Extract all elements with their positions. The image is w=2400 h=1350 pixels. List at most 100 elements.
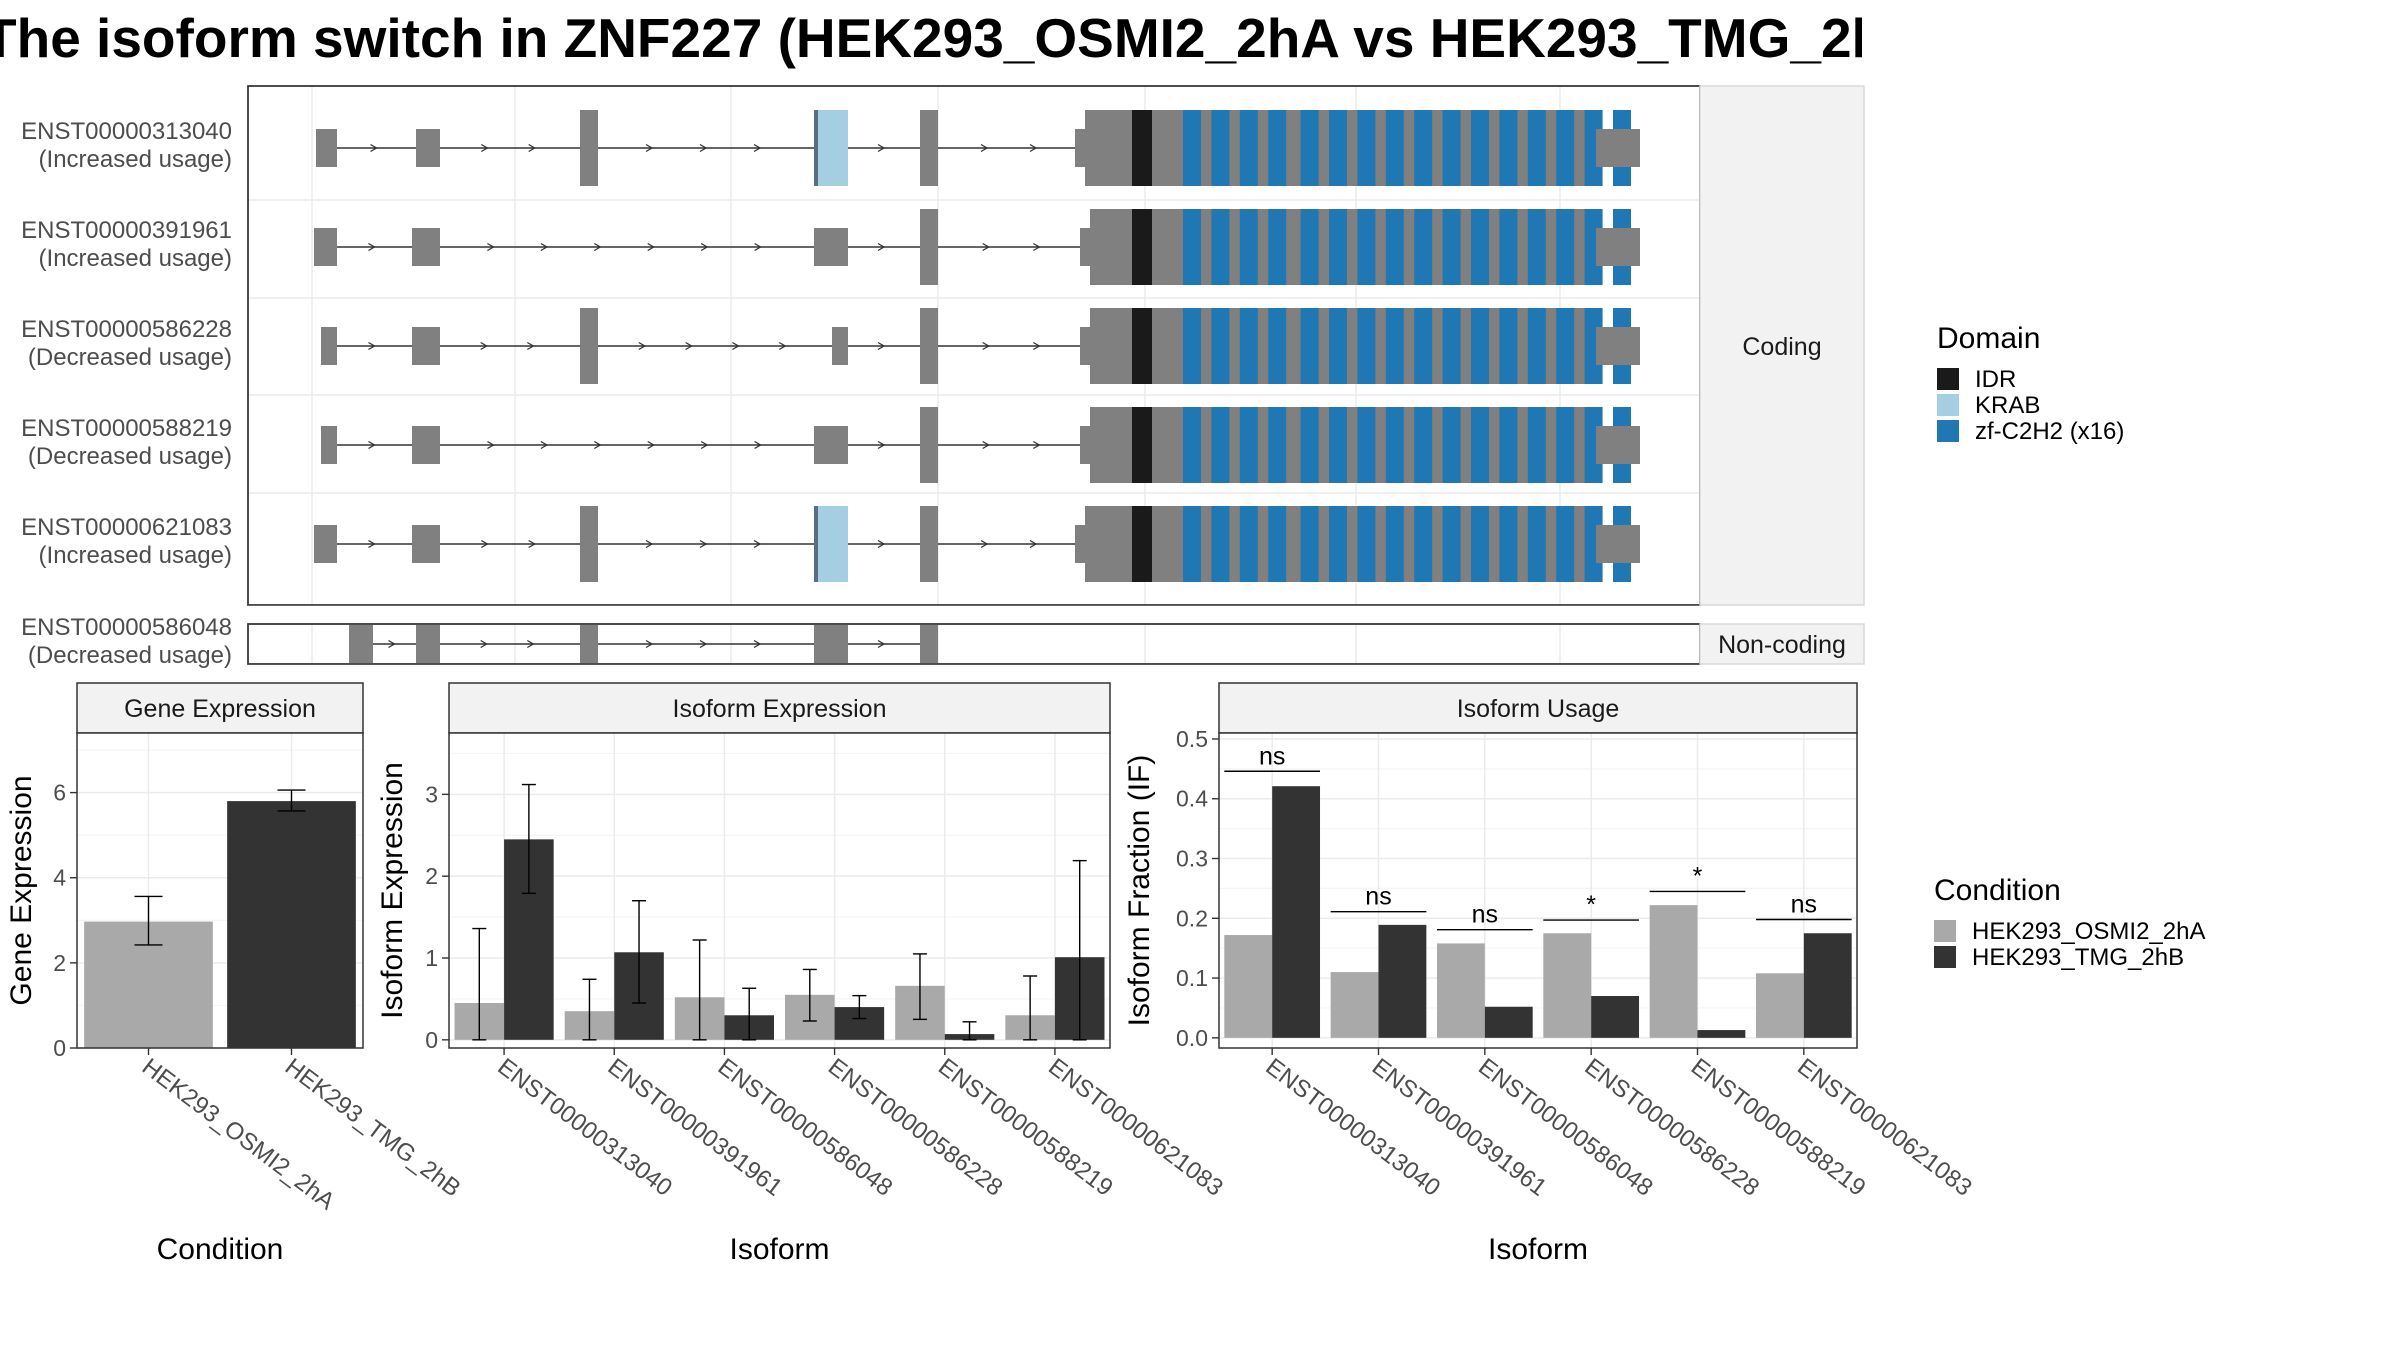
zf-c2h2-domain: [1442, 407, 1461, 483]
zf-c2h2-domain: [1268, 209, 1287, 285]
intron-arrow: [647, 440, 656, 450]
intron-arrow: [645, 143, 654, 153]
panel-gap: [248, 664, 1700, 677]
intron-arrow: [368, 242, 376, 252]
condition-legend-title: Condition: [1934, 874, 2061, 907]
transcript-status-label: (Increased usage): [39, 245, 232, 272]
zf-c2h2-domain: [1211, 110, 1230, 186]
zf-c2h2-domain: [1300, 308, 1319, 384]
intron-arrow: [370, 143, 378, 153]
intron-arrow: [593, 440, 602, 450]
zf-c2h2-domain: [1414, 209, 1433, 285]
bar-ENST00000586048-HEK293_OSMI2_2hA: [1436, 943, 1485, 1038]
intron-arrow: [1029, 143, 1038, 153]
exon-block: [412, 327, 440, 365]
zf-c2h2-domain: [1471, 209, 1489, 285]
figure-title: The isoform switch in ZNF227 (HEK293_OSM…: [0, 6, 1862, 76]
significance-label: *: [1693, 862, 1703, 890]
krab-edge: [814, 110, 818, 186]
exon-block: [832, 327, 848, 365]
domain-legend-key: [1937, 394, 1959, 416]
bar-ENST00000588219-HEK293_OSMI2_2hA: [1649, 905, 1698, 1038]
exon-block: [321, 426, 337, 464]
intron-arrow: [980, 143, 989, 153]
zf-c2h2-domain: [1357, 407, 1376, 483]
intron-arrow: [527, 639, 535, 649]
intron-arrow: [982, 242, 990, 252]
domain-legend-key: [1937, 420, 1959, 442]
zf-c2h2-domain: [1268, 407, 1287, 483]
zf-c2h2-domain: [1385, 506, 1404, 582]
zf-c2h2-domain: [1239, 209, 1258, 285]
x-axis-title: Isoform: [1488, 1233, 1588, 1266]
bar-ENST00000586048-HEK293_TMG_2hB: [1484, 1006, 1533, 1038]
y-axis-title: Isoform Expression: [376, 762, 409, 1019]
intron-arrow: [700, 440, 709, 450]
zf-c2h2-domain: [1183, 209, 1201, 285]
intron-arrow: [487, 440, 495, 450]
y-tick-label: 0.4: [1176, 786, 1208, 812]
figure-title-text: The isoform switch in ZNF227 (HEK293_OSM…: [0, 7, 1862, 69]
condition-legend-key: [1934, 946, 1956, 968]
transcript-model-ENST00000586228: [321, 308, 1640, 384]
transcript-id-label: ENST00000588219: [21, 415, 232, 442]
intron-arrow: [638, 341, 647, 351]
zf-c2h2-domain: [1414, 308, 1433, 384]
zf-c2h2-domain: [1499, 110, 1518, 186]
zf-c2h2-domain: [1499, 209, 1518, 285]
transcript-status-label: (Increased usage): [39, 146, 232, 173]
intron-arrow: [487, 242, 495, 252]
intron-arrow: [753, 539, 762, 549]
idr-domain: [1132, 407, 1152, 483]
zf-c2h2-domain: [1357, 209, 1376, 285]
y-axis-title: Isoform Fraction (IF): [1123, 755, 1156, 1027]
plot-background: [1219, 733, 1857, 1048]
intron-arrow: [980, 539, 989, 549]
significance-label: *: [1586, 891, 1596, 919]
zf-c2h2-domain: [1239, 407, 1258, 483]
zf-c2h2-domain: [1385, 407, 1404, 483]
zf-c2h2-domain: [1556, 110, 1575, 186]
plot-frame: [1218, 732, 1858, 1049]
intron-arrow: [480, 341, 488, 351]
transcript-id-label: ENST00000621083: [21, 514, 232, 541]
intron-arrow: [877, 341, 886, 351]
zf-c2h2-domain: [1471, 506, 1489, 582]
utr-block: [1596, 129, 1640, 167]
zf-c2h2-domain: [1329, 308, 1347, 384]
utr-block: [1596, 525, 1640, 563]
zf-c2h2-domain: [1183, 407, 1201, 483]
intron-arrow: [481, 539, 489, 549]
domain-legend-title: Domain: [1937, 322, 2040, 355]
x-axis-title: Isoform: [729, 1233, 829, 1266]
bar-ENST00000588219-HEK293_TMG_2hB: [1697, 1030, 1746, 1038]
y-tick-label: 0.1: [1176, 965, 1208, 991]
intron-arrow: [982, 341, 990, 351]
zf-c2h2-domain: [1556, 209, 1575, 285]
krab-domain: [818, 506, 848, 582]
transcript-status-label: (Increased usage): [39, 542, 232, 569]
y-tick-label: 0: [425, 1027, 438, 1053]
zf-c2h2-domain: [1527, 407, 1546, 483]
intron-arrow: [982, 440, 990, 450]
transcript-id-label: ENST00000586228: [21, 316, 232, 343]
zf-c2h2-domain: [1385, 308, 1404, 384]
bar-ENST00000621083-HEK293_TMG_2hB: [1803, 933, 1852, 1038]
cds-exon-block: [920, 110, 938, 186]
y-tick-label: 3: [425, 781, 438, 807]
bar-ENST00000586228-HEK293_TMG_2hB: [1591, 995, 1640, 1038]
zf-c2h2-domain: [1414, 407, 1433, 483]
zf-c2h2-domain: [1442, 308, 1461, 384]
x-tick-label: ENST00000588219: [1686, 1053, 1871, 1201]
intron-arrow: [480, 639, 488, 649]
facet-strip: [1218, 682, 1858, 734]
condition-legend-label: HEK293_TMG_2hB: [1972, 944, 2184, 971]
intron-arrow: [481, 143, 489, 153]
zf-c2h2-domain: [1471, 407, 1489, 483]
domain-legend-label: KRAB: [1975, 392, 2040, 419]
zf-c2h2-domain: [1499, 407, 1518, 483]
cds-exon-block: [920, 209, 938, 285]
zf-c2h2-domain: [1300, 407, 1319, 483]
